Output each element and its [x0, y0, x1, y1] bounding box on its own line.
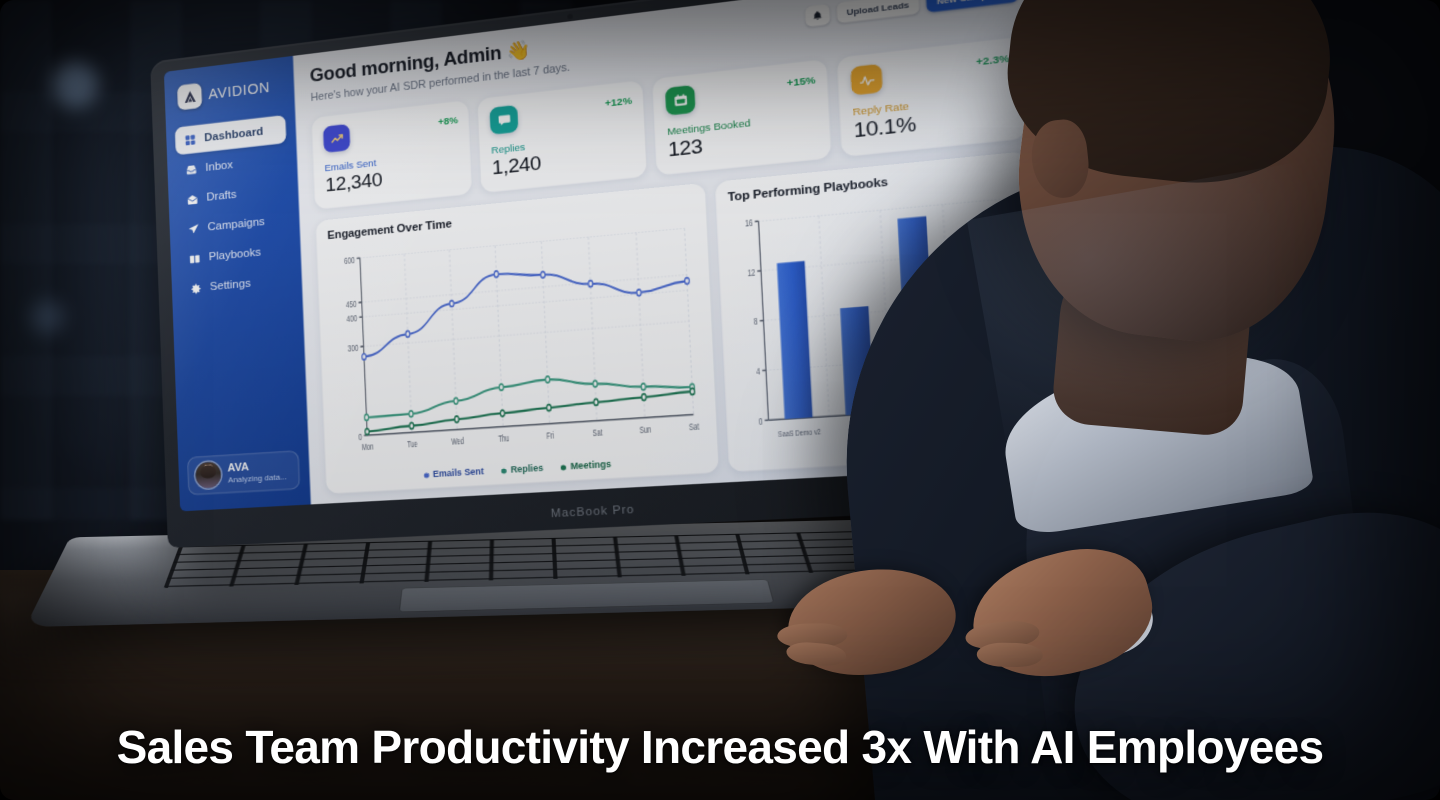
legend-item[interactable]: Meetings — [560, 459, 611, 473]
sidebar-item-label: Inbox — [205, 158, 234, 174]
engagement-over-time-card: Engagement Over Time 0 300 400 450 600 Mon Tue… — [315, 182, 719, 494]
svg-text:SaaS Demo v2: SaaS Demo v2 — [777, 427, 820, 439]
finger — [976, 642, 1044, 668]
sidebar-item-playbooks[interactable]: Playbooks — [179, 236, 291, 274]
brand-name: AVIDION — [208, 78, 271, 103]
legend-swatch-icon — [500, 467, 507, 474]
calendar-icon — [665, 84, 696, 116]
legend-item[interactable]: Replies — [500, 462, 544, 476]
svg-text:Sun: Sun — [639, 423, 651, 435]
legend-swatch-icon — [560, 464, 567, 470]
svg-text:0: 0 — [758, 416, 762, 428]
sidebar-item-label: Drafts — [206, 188, 237, 204]
sidebar-item-campaigns[interactable]: Campaigns — [178, 205, 290, 244]
sidebar-item-label: Settings — [209, 277, 251, 294]
brand[interactable]: AVIDION — [173, 71, 284, 111]
svg-text:300: 300 — [348, 342, 360, 354]
person-foreground — [760, 0, 1440, 800]
gear-icon — [188, 281, 202, 296]
svg-text:Mon: Mon — [362, 441, 374, 453]
bokeh-light-1 — [52, 62, 98, 108]
svg-text:Wed: Wed — [451, 435, 464, 447]
svg-text:Sat: Sat — [592, 426, 602, 438]
headline-caption: Sales Team Productivity Increased 3x Wit… — [116, 721, 1325, 773]
sidebar: AVIDION Dashboard — [163, 55, 311, 512]
sidebar-nav: Dashboard Inbox — [174, 114, 293, 304]
svg-text:12: 12 — [747, 266, 755, 278]
svg-text:Tue: Tue — [407, 438, 418, 450]
sidebar-item-label: Campaigns — [207, 215, 265, 234]
finger — [785, 640, 848, 668]
ava-agent-widget[interactable]: AVA Analyzing data... — [187, 450, 301, 496]
kpi-delta: +8% — [437, 114, 459, 129]
kpi-card-emails-sent[interactable]: +8% Emails Sent 12,340 — [311, 99, 472, 210]
book-icon — [187, 251, 201, 266]
svg-text:0: 0 — [358, 431, 363, 442]
inbox-icon — [184, 162, 198, 177]
sidebar-item-inbox[interactable]: Inbox — [176, 145, 288, 185]
legend-swatch-icon — [423, 472, 429, 478]
svg-text:Thu: Thu — [498, 432, 509, 444]
svg-text:16: 16 — [744, 217, 752, 229]
sidebar-item-settings[interactable]: Settings — [180, 266, 292, 304]
svg-text:450: 450 — [346, 298, 358, 310]
svg-text:600: 600 — [344, 254, 355, 266]
grid-icon — [183, 132, 197, 147]
avatar — [195, 461, 222, 489]
chat-bubble-icon — [489, 104, 519, 135]
sidebar-item-drafts[interactable]: Drafts — [177, 175, 289, 214]
legend-item[interactable]: Emails Sent — [423, 466, 484, 480]
kpi-card-replies[interactable]: +12% Replies 1,240 — [477, 79, 647, 194]
kpi-delta: +12% — [604, 94, 633, 110]
trending-up-icon — [322, 123, 351, 153]
sidebar-item-label: Dashboard — [204, 125, 264, 145]
bokeh-light-3 — [30, 300, 64, 334]
sidebar-item-label: Playbooks — [208, 246, 262, 264]
webcam-icon — [567, 13, 573, 20]
avidion-logo-icon — [177, 82, 203, 111]
paper-plane-icon — [186, 221, 200, 236]
svg-text:Fri: Fri — [546, 429, 554, 441]
svg-text:8: 8 — [753, 316, 757, 328]
legend-label: Emails Sent — [432, 466, 485, 480]
svg-text:4: 4 — [755, 366, 759, 378]
trackpad[interactable] — [399, 579, 775, 613]
legend-label: Meetings — [570, 458, 612, 472]
legend-label: Replies — [510, 462, 544, 476]
svg-text:Sat: Sat — [689, 420, 699, 432]
line-chart-plot: 0 300 400 450 600 Mon Tue Wed Thu Fri Sat Sun Sat — [328, 214, 705, 473]
sidebar-item-dashboard[interactable]: Dashboard — [174, 114, 287, 156]
drafts-envelope-icon — [185, 191, 199, 206]
svg-text:400: 400 — [346, 313, 358, 325]
